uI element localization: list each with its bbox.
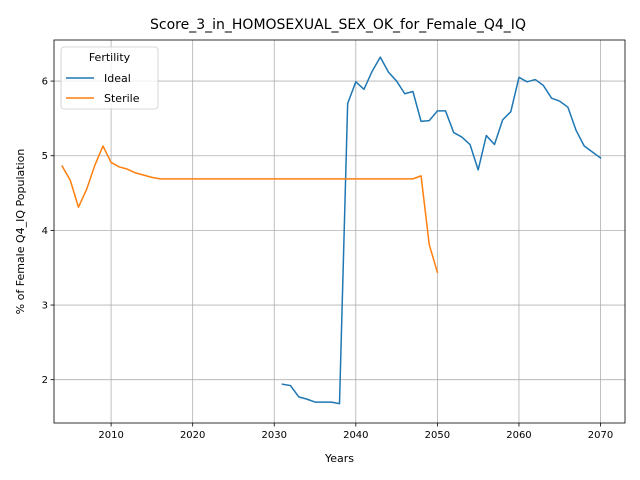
series-line-ideal <box>281 56 602 405</box>
series-group <box>61 56 602 405</box>
x-tick-label: 2050 <box>425 430 450 441</box>
y-tick-label: 2 <box>42 375 48 386</box>
legend-label-ideal: Ideal <box>104 72 131 85</box>
x-tick-label: 2040 <box>343 430 368 441</box>
x-tick-label: 2070 <box>588 430 613 441</box>
y-tick-label: 4 <box>42 226 48 237</box>
x-tick-label: 2060 <box>506 430 531 441</box>
legend-title: Fertility <box>89 51 131 64</box>
plot-frame <box>53 39 626 424</box>
chart-title: Score_3_in_HOMOSEXUAL_SEX_OK_for_Female_… <box>150 17 526 33</box>
x-axis-label: Years <box>324 452 354 465</box>
x-tick-label: 2020 <box>180 430 205 441</box>
legend-label-sterile: Sterile <box>104 92 140 105</box>
axis-ticks: 2010 2020 2030 2040 2050 2060 2070 2 3 4 5 6 <box>42 77 614 441</box>
legend-box <box>60 46 159 110</box>
series-line-sterile <box>61 145 439 274</box>
y-tick-label: 6 <box>42 77 48 88</box>
legend: Fertility Ideal Sterile <box>60 46 159 110</box>
y-tick-label: 3 <box>42 301 48 312</box>
y-tick-label: 5 <box>42 151 48 162</box>
y-axis-label: % of Female Q4_IQ Population <box>14 149 27 315</box>
x-tick-label: 2030 <box>262 430 287 441</box>
x-tick-label: 2010 <box>98 430 123 441</box>
